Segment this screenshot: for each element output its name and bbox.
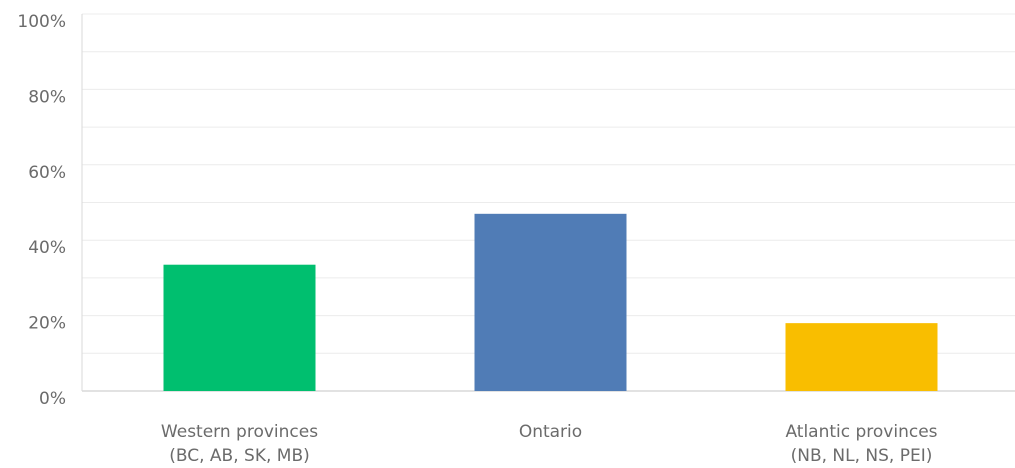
y-tick-label: 80% xyxy=(28,87,66,107)
x-axis-ticks: Western provinces (BC, AB, SK, MB) Ontario… xyxy=(161,422,938,466)
bar xyxy=(163,264,316,391)
x-tick-label: Western provinces (BC, AB, SK, MB) xyxy=(161,422,318,466)
x-tick-label-line: Western provinces xyxy=(161,422,318,442)
y-tick-label: 0% xyxy=(39,389,66,409)
y-tick-label: 40% xyxy=(28,238,66,258)
y-tick-label: 20% xyxy=(28,314,66,334)
y-axis-ticks: 0% 20% 40% 60% 80% 100% xyxy=(17,12,66,409)
x-tick-label-line: Atlantic provinces xyxy=(785,422,937,442)
bars xyxy=(163,213,938,391)
x-tick-label: Atlantic provinces (NB, NL, NS, PEI) xyxy=(785,422,937,466)
bar xyxy=(785,323,938,391)
x-tick-label: Ontario xyxy=(519,422,582,442)
x-tick-label-line: (BC, AB, SK, MB) xyxy=(169,446,309,466)
x-tick-label-line: Ontario xyxy=(519,422,582,442)
y-tick-label: 100% xyxy=(17,12,66,32)
bar xyxy=(474,213,627,391)
y-tick-label: 60% xyxy=(28,163,66,183)
x-tick-label-line: (NB, NL, NS, PEI) xyxy=(791,446,933,466)
